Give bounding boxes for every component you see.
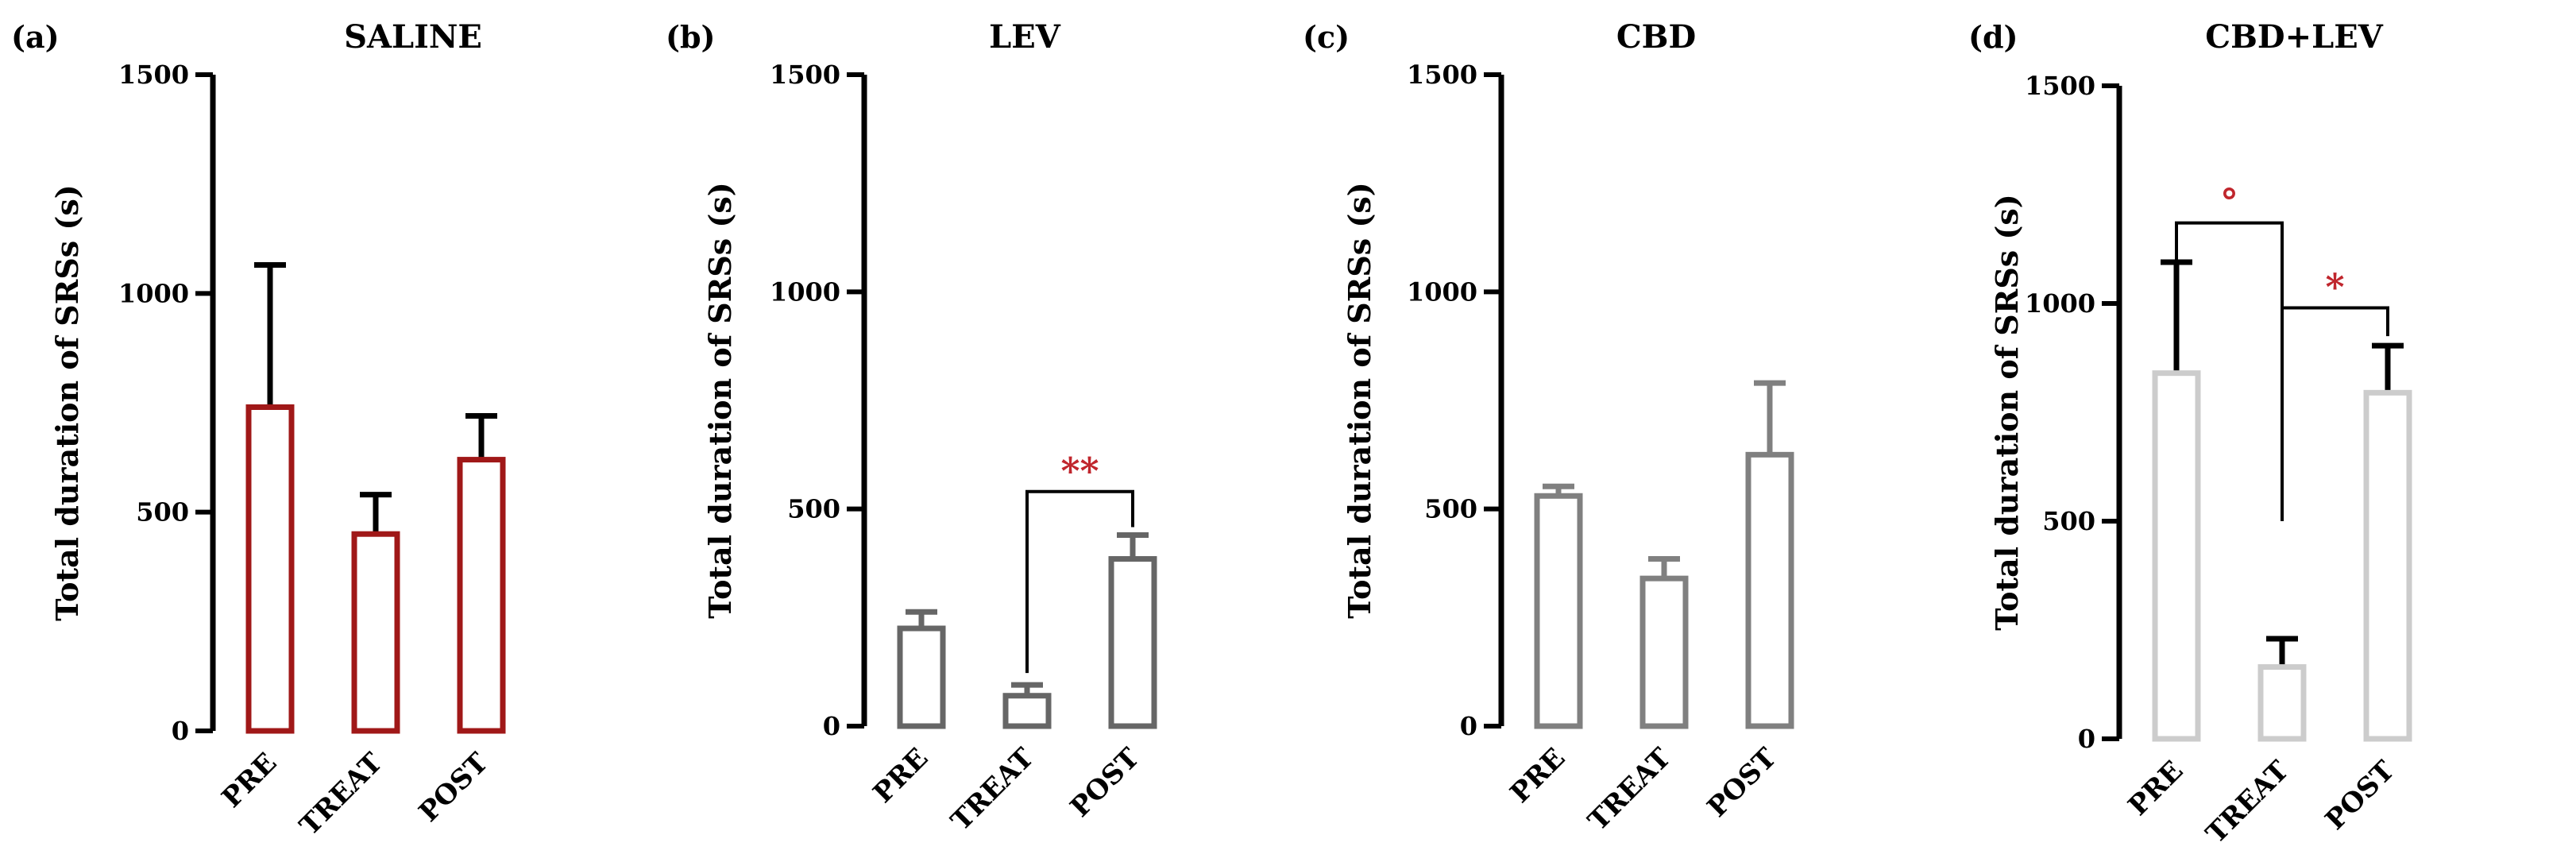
x-tick-label: TREAT <box>1582 742 1678 837</box>
panel-label: (a) <box>11 19 60 55</box>
significance-bracket <box>1025 489 1134 674</box>
x-tick-label: TREAT <box>2200 755 2296 850</box>
bar <box>2363 389 2412 742</box>
significance-bracket <box>2281 306 2389 521</box>
y-tick-label: 500 <box>787 494 840 524</box>
y-tick-label: 0 <box>2078 724 2095 754</box>
y-tick-label: 1000 <box>770 276 840 307</box>
y-tick-label: 1500 <box>1407 60 1477 90</box>
y-tick-label: 1500 <box>118 60 189 90</box>
y-tick-label: 1000 <box>1407 276 1477 307</box>
x-tick-label: POST <box>1064 742 1146 824</box>
bar <box>1745 451 1794 729</box>
x-tick-label: PRE <box>2122 755 2190 822</box>
y-tick-label: 1500 <box>770 60 840 90</box>
bar <box>2152 370 2201 742</box>
y-tick-label: 500 <box>2042 506 2095 536</box>
y-tick-label: 1500 <box>2025 71 2095 101</box>
y-axis-label: Total duration of SRSs (s) <box>1989 194 2025 631</box>
y-tick-label: 0 <box>823 711 840 741</box>
bar <box>897 625 946 729</box>
y-tick-label: 0 <box>1460 711 1477 741</box>
chart-title: CBD <box>1616 18 1696 56</box>
bar <box>1002 693 1052 729</box>
y-axis-label: Total duration of SRSs (s) <box>49 184 85 621</box>
y-axis-label: Total duration of SRSs (s) <box>1342 182 1377 619</box>
y-axis-label: Total duration of SRSs (s) <box>702 182 738 619</box>
y-tick-label: 500 <box>1424 494 1477 524</box>
x-tick-label: PRE <box>867 742 935 810</box>
bar <box>1639 575 1689 729</box>
y-tick-label: 500 <box>136 497 189 528</box>
bar <box>351 531 400 734</box>
chart-title: SALINE <box>344 18 482 56</box>
x-tick-label: TREAT <box>294 747 389 842</box>
y-tick-label: 0 <box>172 716 189 746</box>
significance-label: ° <box>2220 181 2238 224</box>
bar <box>245 404 295 734</box>
significance-label: * <box>2325 265 2344 308</box>
bar <box>1108 556 1157 729</box>
x-tick-label: PRE <box>216 747 284 814</box>
significance-label: ** <box>1060 450 1099 493</box>
x-tick-label: TREAT <box>945 742 1041 837</box>
chart-title: LEV <box>989 18 1061 56</box>
chart-title: CBD+LEV <box>2205 18 2383 56</box>
y-tick-label: 1000 <box>2025 288 2095 319</box>
y-tick-label: 1000 <box>118 278 189 308</box>
bar <box>457 457 506 734</box>
x-tick-label: POST <box>1701 742 1783 824</box>
bar <box>2257 664 2307 742</box>
x-tick-label: POST <box>413 747 495 829</box>
x-tick-label: POST <box>2319 755 2401 837</box>
panel-label: (d) <box>1968 19 2018 55</box>
panel-label: (b) <box>666 19 716 55</box>
panel-label: (c) <box>1303 19 1350 55</box>
x-tick-label: PRE <box>1504 742 1572 810</box>
bar <box>1534 493 1583 729</box>
